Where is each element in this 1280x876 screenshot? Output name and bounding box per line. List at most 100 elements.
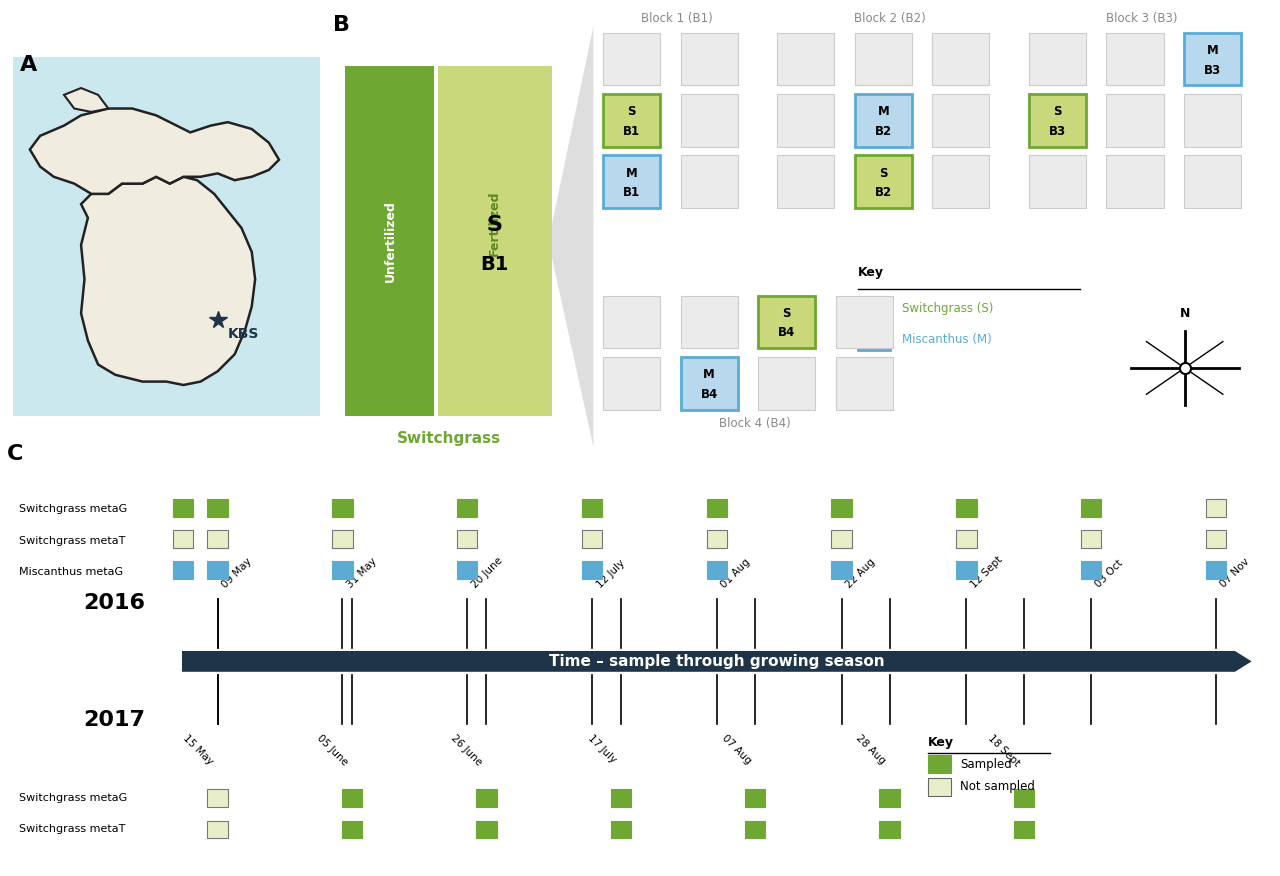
Text: Switchgrass: Switchgrass — [397, 430, 500, 446]
Bar — [832, 498, 852, 517]
Bar — [1106, 95, 1164, 147]
Text: 12 July: 12 July — [595, 558, 626, 590]
Bar — [745, 789, 765, 807]
Polygon shape — [29, 109, 279, 194]
Text: S: S — [879, 166, 887, 180]
Text: Block 2 (B2): Block 2 (B2) — [855, 12, 927, 25]
Text: M: M — [626, 166, 637, 180]
Text: 09 May: 09 May — [220, 556, 253, 590]
Bar — [611, 821, 631, 838]
Bar — [855, 155, 911, 208]
Text: 28 Aug: 28 Aug — [854, 733, 887, 766]
Bar — [836, 357, 893, 410]
Bar — [346, 66, 434, 416]
Text: B4: B4 — [700, 388, 718, 400]
Text: S: S — [486, 215, 503, 235]
Text: 18 Sept: 18 Sept — [986, 733, 1021, 768]
Bar — [207, 789, 228, 807]
Bar — [681, 357, 737, 410]
Bar — [1206, 498, 1226, 517]
Text: 07 Aug: 07 Aug — [719, 733, 753, 766]
Bar — [1184, 32, 1242, 85]
Text: M: M — [877, 105, 890, 118]
Bar — [582, 530, 603, 548]
Text: KBS: KBS — [228, 327, 260, 341]
Bar — [858, 328, 890, 350]
Bar — [928, 778, 951, 795]
Polygon shape — [64, 88, 109, 112]
Text: B1: B1 — [623, 187, 640, 199]
Bar — [855, 95, 911, 147]
Bar — [1184, 155, 1242, 208]
Bar — [832, 562, 852, 579]
Text: 2016: 2016 — [83, 593, 145, 613]
Bar — [476, 821, 497, 838]
Bar — [1106, 155, 1164, 208]
Text: 07 Nov: 07 Nov — [1219, 557, 1252, 590]
Bar — [333, 530, 353, 548]
Text: Switchgrass metaT: Switchgrass metaT — [19, 824, 125, 835]
Bar — [603, 296, 660, 349]
Bar — [758, 296, 815, 349]
Text: Time – sample through growing season: Time – sample through growing season — [549, 653, 884, 669]
Text: Unfertilized: Unfertilized — [384, 200, 397, 282]
Bar — [879, 789, 900, 807]
Polygon shape — [552, 26, 594, 447]
Text: B2: B2 — [874, 187, 892, 199]
Text: S: S — [627, 105, 636, 118]
Text: Block 1 (B1): Block 1 (B1) — [641, 12, 713, 25]
Bar — [603, 357, 660, 410]
Bar — [611, 789, 631, 807]
Text: 22 Aug: 22 Aug — [845, 556, 877, 590]
Bar — [333, 562, 353, 579]
Text: 20 June: 20 June — [470, 555, 504, 590]
Bar — [457, 498, 477, 517]
Text: 05 June: 05 June — [315, 733, 349, 767]
Text: B2: B2 — [874, 125, 892, 138]
Bar — [1014, 821, 1034, 838]
Bar — [745, 821, 765, 838]
Text: 03 Oct: 03 Oct — [1093, 558, 1125, 590]
Text: Block 3 (B3): Block 3 (B3) — [1106, 12, 1178, 25]
Text: Switchgrass metaT: Switchgrass metaT — [19, 535, 125, 546]
Bar — [342, 789, 362, 807]
Bar — [1206, 530, 1226, 548]
Bar — [342, 821, 362, 838]
Bar — [1029, 95, 1087, 147]
Bar — [858, 298, 890, 320]
Bar — [1080, 562, 1101, 579]
Text: 12 Sept: 12 Sept — [969, 555, 1005, 590]
Bar — [879, 821, 900, 838]
Bar — [777, 32, 835, 85]
Text: Sampled: Sampled — [960, 758, 1011, 771]
Text: 17 July: 17 July — [586, 733, 618, 765]
Bar — [603, 32, 660, 85]
Text: Switchgrass (S): Switchgrass (S) — [902, 302, 993, 315]
Bar — [681, 155, 737, 208]
Text: Switchgrass metaG: Switchgrass metaG — [19, 793, 128, 803]
Text: 26 June: 26 June — [449, 733, 484, 767]
Text: 01 Aug: 01 Aug — [719, 557, 753, 590]
Text: Miscanthus metaG: Miscanthus metaG — [19, 567, 123, 577]
Bar — [457, 530, 477, 548]
Text: C: C — [6, 444, 23, 464]
Bar — [707, 498, 727, 517]
Bar — [956, 498, 977, 517]
Bar — [173, 562, 193, 579]
Polygon shape — [91, 177, 177, 320]
Text: Key: Key — [858, 266, 884, 279]
Bar — [476, 789, 497, 807]
Bar — [438, 66, 552, 416]
Text: Miscanthus (M): Miscanthus (M) — [902, 333, 992, 346]
Bar — [1029, 32, 1087, 85]
Text: Block 4 (B4): Block 4 (B4) — [719, 417, 791, 430]
Bar — [1184, 95, 1242, 147]
Bar — [777, 95, 835, 147]
Polygon shape — [81, 177, 255, 385]
Text: B1: B1 — [481, 255, 509, 274]
Bar — [777, 155, 835, 208]
Bar — [956, 562, 977, 579]
Bar — [855, 32, 911, 85]
Text: B1: B1 — [623, 125, 640, 138]
Text: S: S — [1053, 105, 1061, 118]
